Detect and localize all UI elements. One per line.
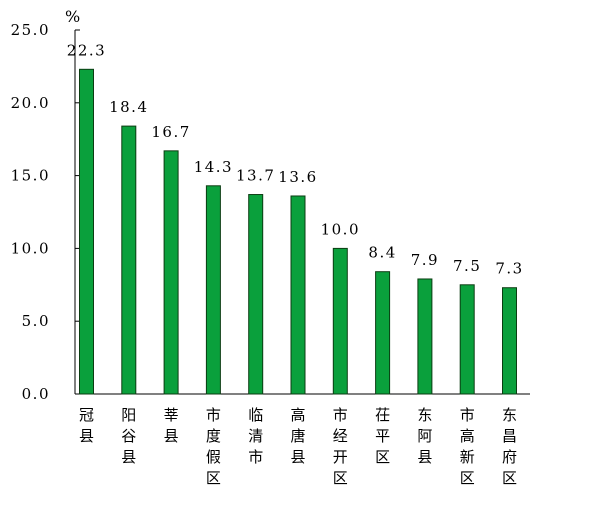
- bar: [248, 194, 264, 395]
- data-label: 7.5: [453, 257, 481, 275]
- data-label: 14.3: [194, 158, 233, 176]
- bar: [417, 278, 433, 395]
- category-label: 临清市: [248, 406, 263, 466]
- y-tick-label: 10.0: [11, 239, 50, 257]
- category-label: 茌平区: [375, 406, 390, 466]
- data-label: 7.9: [411, 251, 439, 269]
- data-label: 13.6: [278, 168, 317, 186]
- category-label: 莘县: [164, 406, 179, 445]
- bar: [332, 247, 348, 395]
- category-label: 市高新区: [460, 406, 475, 487]
- category-label: 市度假区: [206, 406, 221, 487]
- y-tick-label: 5.0: [22, 312, 50, 330]
- data-label: 18.4: [109, 98, 148, 116]
- data-label: 16.7: [151, 123, 190, 141]
- y-tick-label: 20.0: [11, 94, 50, 112]
- category-label: 东阿县: [417, 406, 432, 466]
- category-label: 东昌府区: [502, 406, 517, 487]
- bar: [121, 125, 137, 395]
- bar: [459, 284, 475, 395]
- category-label: 高唐县: [290, 406, 305, 466]
- data-label: 22.3: [67, 41, 106, 59]
- data-label: 8.4: [368, 244, 396, 262]
- category-label: 阳谷县: [121, 406, 136, 466]
- y-tick-label: 0.0: [22, 385, 50, 403]
- bar: [375, 271, 391, 395]
- bar: [205, 185, 221, 395]
- category-label: 市经开区: [333, 406, 348, 487]
- y-tick-label: 25.0: [11, 21, 50, 39]
- bar: [163, 150, 179, 395]
- y-tick-label: 15.0: [11, 167, 50, 185]
- bar: [502, 287, 517, 395]
- data-label: 7.3: [495, 260, 523, 278]
- category-label: 冠县: [79, 406, 94, 445]
- y-axis-unit: %: [65, 7, 80, 26]
- data-label: 13.7: [236, 167, 275, 185]
- bar: [79, 68, 94, 395]
- data-label: 10.0: [321, 220, 360, 238]
- bar: [290, 195, 306, 395]
